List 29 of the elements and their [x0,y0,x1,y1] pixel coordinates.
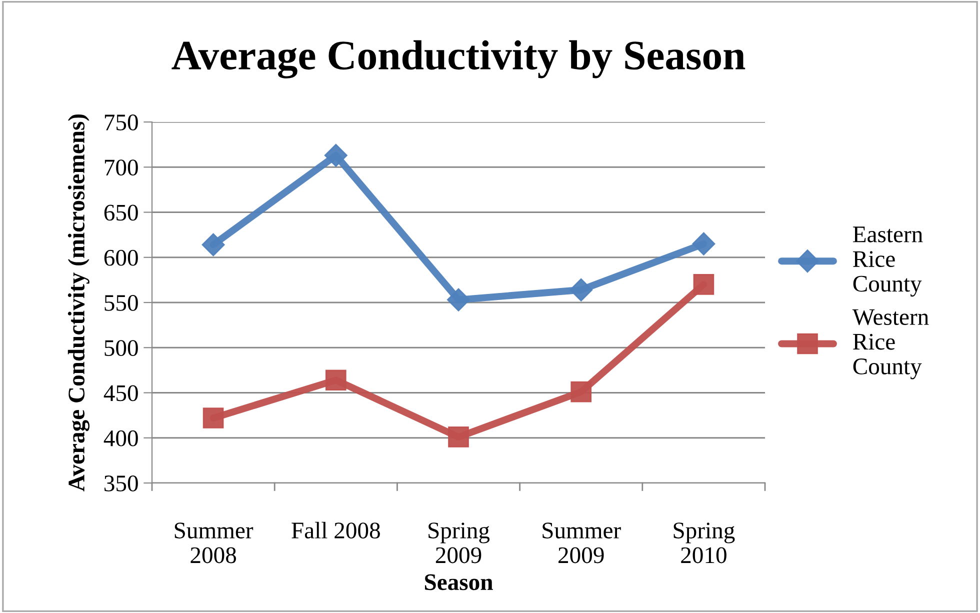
y-tick-label: 600 [104,250,138,266]
point [570,381,592,402]
point [325,370,346,391]
x-tick-label: Fall 2008 [292,522,380,539]
point [692,232,716,256]
y-tick-label: 650 [104,204,138,221]
point [202,233,225,256]
x-tick-label: Summer 2008 [174,522,254,564]
legend-label: Western Rice County [852,309,929,380]
x-tick-label: Summer 2009 [542,522,621,564]
y-tick-label: 750 [104,114,138,130]
point [324,144,348,167]
y-tick-label: 500 [104,340,138,356]
y-tick-label: 700 [104,160,138,176]
point [448,426,469,448]
y-axis-title: Average Conductivity (microsiemens) [68,114,90,492]
x-axis-title: Season [424,574,493,590]
x-tick-label: Spring 2009 [428,522,490,564]
y-tick-label: 550 [104,294,138,311]
point [202,408,224,428]
y-tick-label: 450 [104,385,138,402]
chart-title: Average Conductivity by Season [172,40,746,78]
point [447,288,470,312]
y-tick-label: 350 [104,475,138,492]
legend-label: Eastern Rice County [853,226,923,297]
point [693,274,714,295]
y-tick-label: 400 [104,430,138,446]
x-tick-label: Spring 2010 [674,522,735,564]
point [570,278,593,302]
